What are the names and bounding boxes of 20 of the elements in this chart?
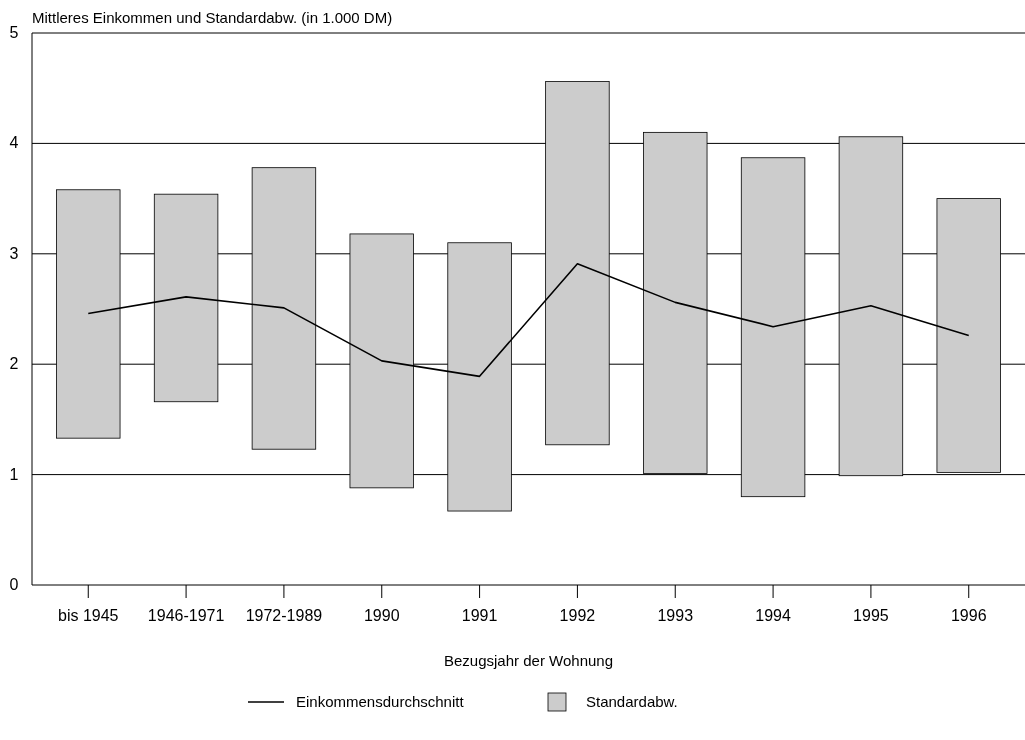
x-tick-label: 1991 [461,607,498,625]
legend-label: Einkommensdurchschnitt [296,693,465,710]
y-tick-label: 3 [9,244,19,262]
y-tick-label: 0 [9,576,19,593]
x-tick-label: 1972-1989 [245,607,323,625]
x-tick-label: bis 1945 [58,607,119,625]
x-axis-title: Bezugsjahr der Wohnung [444,652,613,669]
x-tick-label: 1990 [363,607,400,625]
x-tick-label: 1995 [853,607,889,625]
y-tick-label: 2 [9,355,19,373]
x-tick-label: 1993 [657,607,694,625]
x-tick-label: 1946-1971 [147,607,225,625]
x-tick-label: 1994 [755,607,791,625]
x-tick-label: 1996 [950,607,987,625]
x-tick-label: 1992 [559,607,596,625]
y-tick-label: 5 [9,24,19,41]
legend-label: Standardabw. [586,693,678,710]
y-axis-title: Mittleres Einkommen und Standardabw. (in 1.000 DM) [32,9,393,26]
y-tick-label: 1 [9,465,19,483]
y-tick-label: 4 [9,134,19,152]
